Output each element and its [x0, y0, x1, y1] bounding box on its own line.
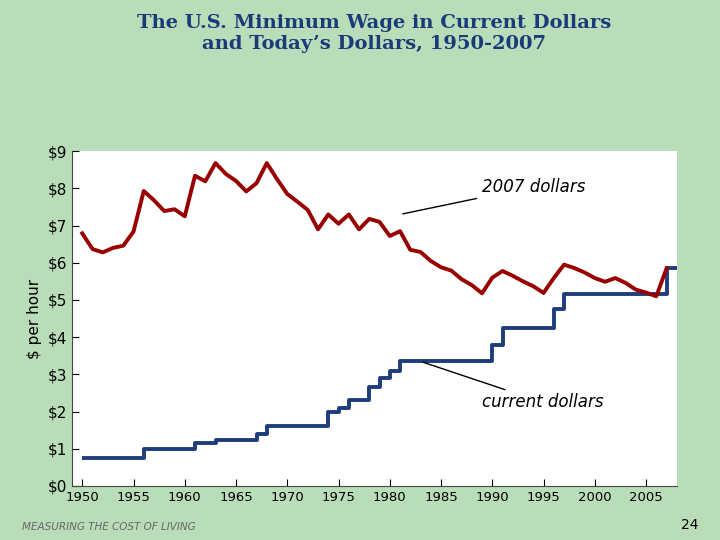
Text: MEASURING THE COST OF LIVING: MEASURING THE COST OF LIVING [22, 522, 195, 532]
Text: current dollars: current dollars [423, 362, 603, 411]
Text: 24: 24 [681, 518, 698, 532]
Text: The U.S. Minimum Wage in Current Dollars: The U.S. Minimum Wage in Current Dollars [138, 14, 611, 31]
Text: and Today’s Dollars, 1950-2007: and Today’s Dollars, 1950-2007 [202, 35, 546, 53]
Text: 2007 dollars: 2007 dollars [402, 178, 585, 214]
Y-axis label: $ per hour: $ per hour [27, 279, 42, 359]
